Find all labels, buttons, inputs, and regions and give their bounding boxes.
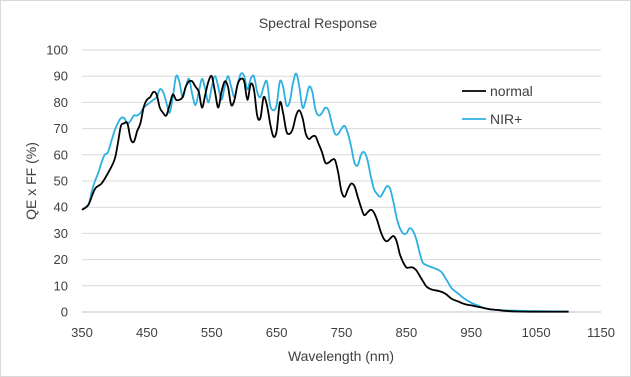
y-tick-label: 40 xyxy=(54,200,68,215)
x-tick-label: 650 xyxy=(266,325,288,340)
x-tick-label: 1150 xyxy=(587,325,615,340)
series-lines xyxy=(81,72,569,313)
legend-label: NIR+ xyxy=(490,111,522,127)
x-tick-label: 550 xyxy=(201,325,223,340)
y-tick-label: 100 xyxy=(46,43,68,58)
y-tick-label: 90 xyxy=(54,69,68,84)
y-tick-label: 80 xyxy=(54,95,68,110)
legend: normal NIR+ xyxy=(462,83,533,127)
x-tick-label: 750 xyxy=(331,325,353,340)
x-axis-title: Wavelength (nm) xyxy=(288,348,394,364)
x-tick-label: 1050 xyxy=(522,325,551,340)
y-tick-label: 10 xyxy=(54,278,68,293)
series-line-normal xyxy=(81,74,569,313)
x-tick-label: 850 xyxy=(396,325,418,340)
x-tick-labels: 350 450 550 650 750 850 950 1050 1150 xyxy=(71,325,615,340)
y-tick-label: 60 xyxy=(54,147,68,162)
x-tick-label: 350 xyxy=(71,325,93,340)
series-line-nir- xyxy=(81,72,569,313)
y-tick-label: 20 xyxy=(54,252,68,267)
x-tick-label: 950 xyxy=(460,325,482,340)
y-tick-labels: 0 10 20 30 40 50 60 70 80 90 100 xyxy=(46,43,68,320)
chart-title: Spectral Response xyxy=(259,15,378,31)
legend-label: normal xyxy=(490,83,533,99)
y-axis-title: QE x FF (%) xyxy=(23,142,39,220)
y-tick-label: 70 xyxy=(54,121,68,136)
y-tick-label: 30 xyxy=(54,226,68,241)
y-tick-label: 0 xyxy=(61,305,68,320)
y-tick-label: 50 xyxy=(54,174,68,189)
x-tick-label: 450 xyxy=(136,325,158,340)
